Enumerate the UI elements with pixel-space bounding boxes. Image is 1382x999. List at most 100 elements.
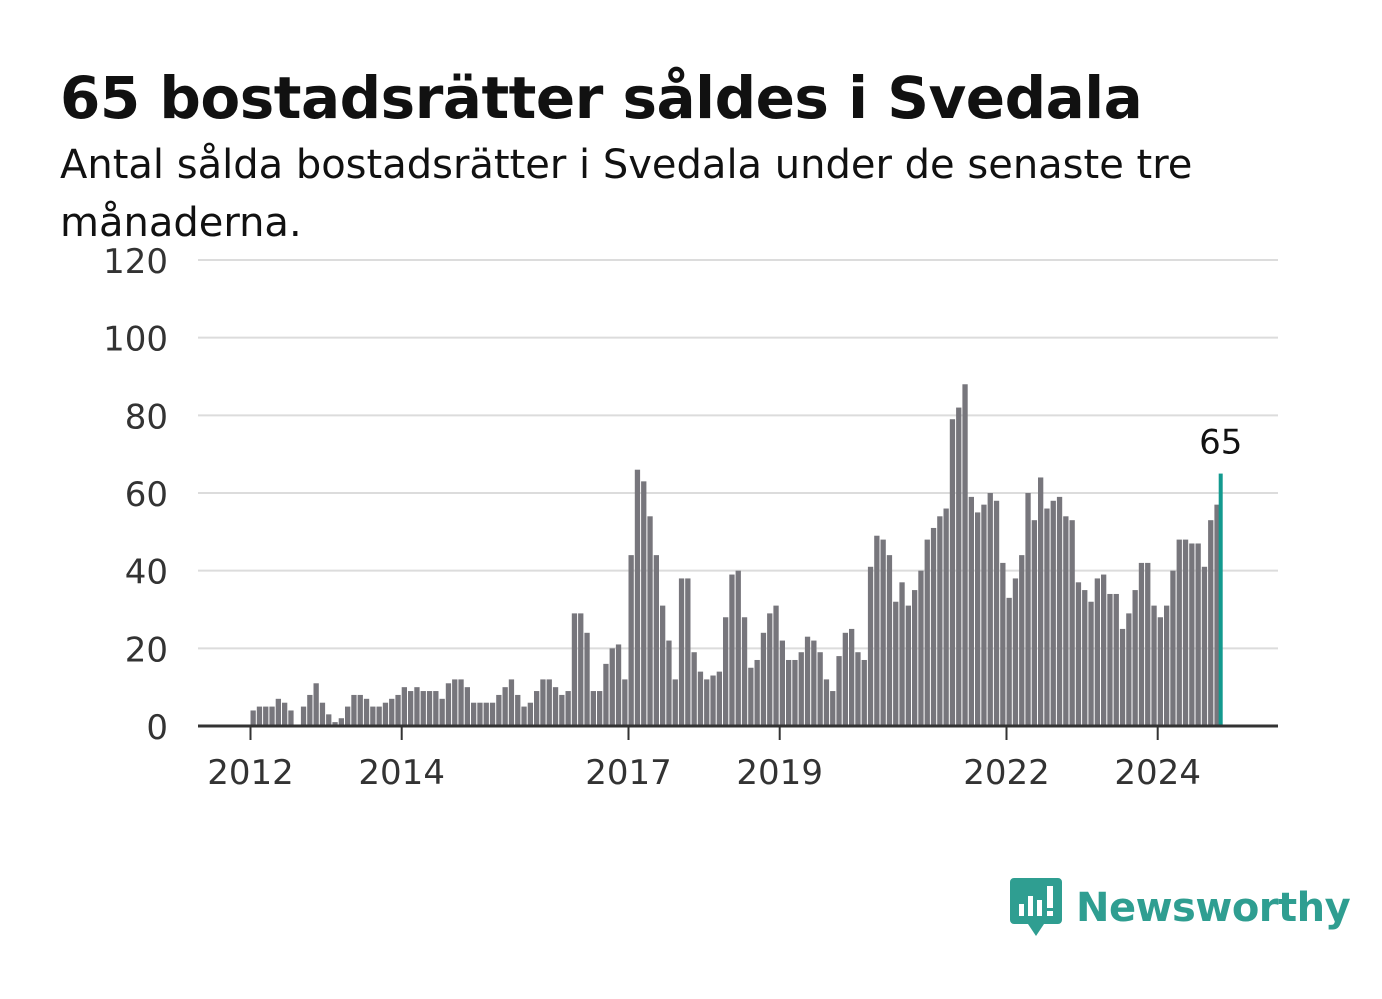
bar — [571, 613, 578, 726]
bar — [489, 702, 496, 726]
y-tick-label: 120 — [103, 242, 168, 282]
bar — [603, 663, 609, 726]
y-tick-label: 20 — [125, 630, 168, 670]
bar — [275, 698, 281, 726]
bar — [823, 679, 830, 726]
bar — [1195, 543, 1201, 726]
bar — [792, 659, 798, 726]
bar — [1050, 500, 1056, 726]
bar — [1157, 617, 1163, 726]
bar — [748, 667, 754, 726]
bar — [269, 706, 275, 726]
bar — [672, 679, 678, 726]
bar — [660, 605, 666, 726]
bar — [867, 566, 874, 726]
bar — [282, 702, 288, 726]
bar — [307, 694, 313, 726]
bar — [471, 702, 477, 726]
bar — [622, 679, 628, 726]
bar — [414, 687, 420, 726]
bar — [319, 702, 326, 726]
bar — [584, 632, 590, 726]
bar — [370, 706, 376, 726]
bar — [300, 706, 307, 726]
bar — [357, 694, 363, 726]
bar — [975, 512, 981, 726]
bar — [433, 691, 439, 726]
bar — [420, 691, 426, 726]
x-tick-label: 2019 — [736, 753, 823, 793]
brand-name: Newsworthy — [1076, 885, 1351, 931]
bar — [666, 640, 672, 726]
highlight-value-label: 65 — [1199, 423, 1242, 463]
newsworthy-logo-icon — [1010, 878, 1062, 936]
bar — [1151, 605, 1157, 726]
bar — [559, 694, 565, 726]
bar — [1063, 516, 1069, 726]
bar — [527, 702, 533, 726]
bar — [546, 679, 552, 726]
bar — [445, 683, 452, 726]
bar — [811, 640, 817, 726]
bar — [930, 527, 937, 726]
bar — [1126, 613, 1132, 726]
bar — [653, 555, 659, 726]
bar — [521, 706, 527, 726]
bar — [464, 687, 470, 726]
bar — [1088, 601, 1094, 726]
bar — [893, 601, 899, 726]
bar — [716, 671, 722, 726]
bar — [426, 691, 433, 726]
bar — [798, 652, 804, 726]
bar — [1012, 578, 1019, 726]
bar — [861, 659, 867, 726]
chart-title: 65 bostadsrätter såldes i Svedala — [60, 64, 1143, 132]
bar — [496, 694, 502, 726]
bar — [1025, 493, 1031, 726]
bar — [754, 659, 760, 726]
bar — [345, 706, 351, 726]
bar — [981, 504, 987, 726]
bar — [395, 694, 401, 726]
bar — [1000, 562, 1006, 726]
chart-subtitle: Antal sålda bostadsrätter i Svedala unde… — [60, 142, 1193, 246]
bar — [912, 590, 918, 726]
bar — [351, 694, 357, 726]
bar — [1019, 555, 1025, 726]
bar — [1208, 520, 1214, 726]
bar — [1044, 508, 1050, 726]
bar — [767, 613, 773, 726]
bar — [905, 605, 911, 726]
bar — [899, 582, 905, 726]
bar — [1119, 628, 1126, 726]
bar-highlight — [1218, 473, 1223, 726]
x-tick-label: 2014 — [358, 753, 445, 793]
x-tick-label: 2022 — [963, 753, 1050, 793]
bar — [1056, 496, 1063, 726]
bar — [697, 671, 704, 726]
bar — [1006, 597, 1012, 726]
bar — [534, 691, 540, 726]
bar — [256, 706, 263, 726]
bar — [962, 384, 968, 726]
bar — [937, 516, 943, 726]
bar — [804, 636, 811, 726]
y-tick-label: 60 — [125, 475, 168, 515]
y-tick-label: 40 — [125, 553, 168, 593]
bar — [918, 570, 924, 726]
bar — [401, 687, 407, 726]
bar — [741, 617, 748, 726]
bar — [678, 578, 685, 726]
x-tick-label: 2024 — [1114, 753, 1201, 793]
bar — [786, 659, 792, 726]
bar — [685, 578, 691, 726]
bar — [1069, 520, 1075, 726]
bar — [483, 702, 489, 726]
bar — [874, 535, 880, 726]
bar — [956, 407, 962, 726]
y-tick-label: 100 — [103, 320, 168, 360]
bar — [760, 632, 767, 726]
bar — [634, 469, 641, 726]
y-tick-label: 80 — [125, 397, 168, 437]
bar — [1107, 593, 1113, 726]
